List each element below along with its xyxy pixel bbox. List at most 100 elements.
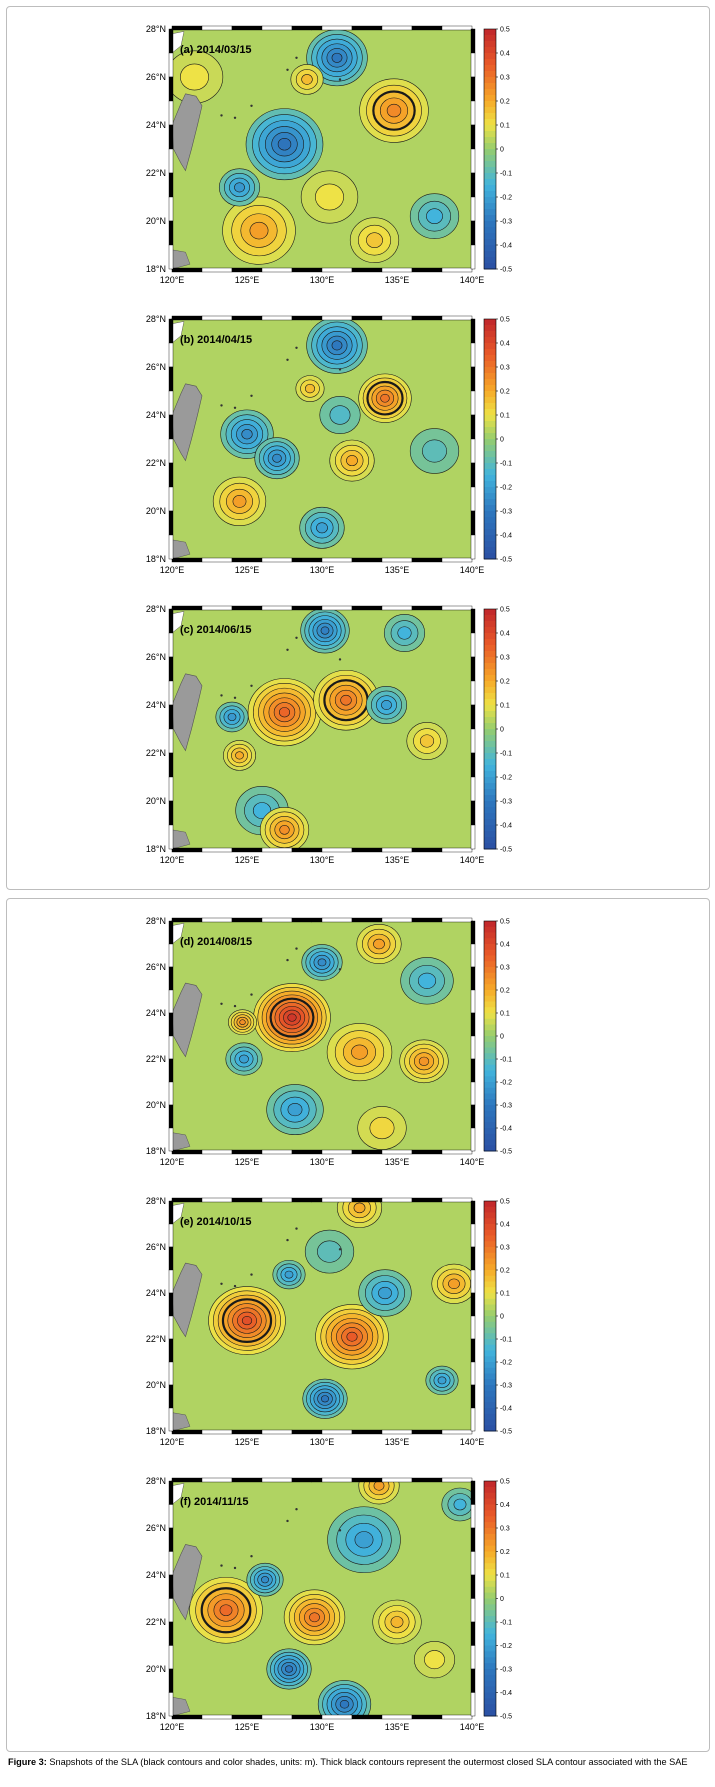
- sla-anomaly: [189, 1576, 263, 1644]
- lat-tick-label: 26°N: [146, 362, 166, 372]
- lat-tick-label: 22°N: [146, 458, 166, 468]
- panel-label: (b) 2014/04/15: [180, 334, 252, 346]
- colorbar-tick-label: 0.1: [500, 1573, 510, 1580]
- lon-tick-label: 140°E: [460, 1157, 485, 1167]
- colorbar: 0.5 0.4 0.3 0.2 0.1 0 -0.1 -0.2 -0.3 -0.4 -0.5: [483, 919, 512, 1156]
- colorbar-tick-label: -0.2: [500, 1643, 512, 1650]
- lon-tick-label: 120°E: [160, 1157, 185, 1167]
- sla-anomaly: [326, 1023, 393, 1082]
- caption-text: Snapshots of the SLA (black contours and…: [46, 1757, 688, 1767]
- colorbar-tick-label: -0.2: [500, 775, 512, 782]
- map-panel-c: (c) 2014/06/15 28°N 26°N 24°N 22°N 20°N 18°N 12…: [7, 587, 709, 877]
- colorbar: 0.5 0.4 0.3 0.2 0.1 0 -0.1 -0.2 -0.3 -0.4 -0.5: [483, 1199, 512, 1436]
- lat-tick-label: 26°N: [146, 1523, 166, 1533]
- colorbar-tick-label: 0: [500, 1596, 504, 1603]
- colorbar-tick-label: -0.1: [500, 1057, 512, 1064]
- colorbar-tick-label: -0.2: [500, 485, 512, 492]
- sla-anomaly: [246, 1562, 284, 1597]
- colorbar-tick-label: -0.5: [500, 557, 512, 564]
- lat-tick-label: 28°N: [146, 314, 166, 324]
- colorbar-tick-label: 0.5: [500, 919, 510, 926]
- colorbar-tick-label: -0.4: [500, 533, 512, 540]
- sla-anomaly: [223, 740, 257, 771]
- lat-tick-label: 20°N: [146, 1380, 166, 1390]
- colorbar-tick-label: -0.2: [500, 195, 512, 202]
- lat-tick-label: 22°N: [146, 1054, 166, 1064]
- sla-anomaly: [304, 1229, 355, 1274]
- lon-tick-label: 140°E: [460, 1437, 485, 1447]
- sla-anomaly: [349, 217, 400, 263]
- lat-tick-label: 24°N: [146, 1570, 166, 1580]
- sla-anomaly: [228, 1009, 257, 1036]
- colorbar-tick-label: -0.4: [500, 823, 512, 830]
- sla-anomaly: [400, 957, 454, 1005]
- colorbar-tick-label: 0: [500, 437, 504, 444]
- lat-tick-label: 28°N: [146, 604, 166, 614]
- lon-tick-label: 140°E: [460, 1722, 485, 1732]
- sla-anomaly: [259, 807, 310, 849]
- sla-anomaly: [409, 193, 460, 239]
- sla-anomaly: [245, 108, 324, 181]
- lon-tick-label: 120°E: [160, 275, 185, 285]
- colorbar-tick-label: -0.1: [500, 461, 512, 468]
- sla-anomaly: [413, 1640, 456, 1679]
- lon-tick-label: 125°E: [235, 565, 260, 575]
- sla-anomaly: [365, 685, 408, 725]
- taiwan-landmass: [171, 607, 342, 850]
- lon-tick-label: 130°E: [310, 565, 335, 575]
- sla-map-svg: (d) 2014/08/1528°N26°N24°N22°N20°N18°N12…: [146, 916, 512, 1167]
- map-panel-e: (e) 2014/10/15 28°N 26°N 24°N 22°N 20°N 18°N 12…: [7, 1179, 709, 1459]
- lon-tick-label: 125°E: [235, 1437, 260, 1447]
- colorbar-tick-label: -0.3: [500, 1103, 512, 1110]
- sla-map-svg: (f) 2014/11/1528°N26°N24°N22°N20°N18°N12…: [146, 1476, 512, 1732]
- map-panel-d: (d) 2014/08/15 28°N 26°N 24°N 22°N 20°N 18°N 12…: [7, 899, 709, 1179]
- lon-tick-label: 125°E: [235, 1722, 260, 1732]
- lat-tick-label: 28°N: [146, 1196, 166, 1206]
- lat-tick-label: 18°N: [146, 1146, 166, 1156]
- lon-tick-label: 120°E: [160, 565, 185, 575]
- lon-tick-label: 135°E: [385, 1437, 410, 1447]
- sla-anomaly: [317, 1680, 372, 1716]
- lon-tick-label: 130°E: [310, 1157, 335, 1167]
- sla-anomaly: [441, 1487, 472, 1522]
- colorbar: 0.5 0.4 0.3 0.2 0.1 0 -0.1 -0.2 -0.3 -0.4 -0.5: [483, 1479, 512, 1721]
- sla-anomaly: [329, 439, 375, 482]
- lon-tick-label: 135°E: [385, 1157, 410, 1167]
- lat-tick-label: 20°N: [146, 506, 166, 516]
- colorbar-tick-label: 0.5: [500, 27, 510, 34]
- lat-tick-label: 24°N: [146, 1288, 166, 1298]
- colorbar-tick-label: 0.3: [500, 75, 510, 82]
- lat-tick-label: 18°N: [146, 844, 166, 854]
- lon-tick-label: 135°E: [385, 275, 410, 285]
- colorbar-tick-label: -0.4: [500, 1126, 512, 1133]
- colorbar-tick-label: -0.2: [500, 1080, 512, 1087]
- sla-anomaly: [358, 373, 412, 423]
- panel-label: (d) 2014/08/15: [180, 936, 252, 948]
- colorbar-tick-label: 0.3: [500, 655, 510, 662]
- lon-tick-label: 140°E: [460, 565, 485, 575]
- sla-anomaly: [327, 1506, 401, 1574]
- sla-anomaly: [295, 375, 325, 403]
- figure-caption: Figure 3: Snapshots of the SLA (black co…: [8, 1757, 708, 1767]
- lon-tick-label: 135°E: [385, 565, 410, 575]
- sla-map-svg: (b) 2014/04/1528°N26°N24°N22°N20°N18°N12…: [146, 314, 512, 575]
- lon-tick-label: 130°E: [310, 855, 335, 865]
- colorbar-tick-label: -0.3: [500, 1667, 512, 1674]
- lat-tick-label: 24°N: [146, 410, 166, 420]
- colorbar-tick-label: -0.5: [500, 1149, 512, 1156]
- lon-tick-label: 135°E: [385, 855, 410, 865]
- colorbar-tick-label: -0.3: [500, 799, 512, 806]
- colorbar-tick-label: -0.1: [500, 751, 512, 758]
- map-panel-f: (f) 2014/11/15 28°N 26°N 24°N 22°N 20°N 18°N 12…: [7, 1459, 709, 1744]
- colorbar-tick-label: 0: [500, 147, 504, 154]
- colorbar-tick-label: -0.1: [500, 1620, 512, 1627]
- colorbar-tick-label: 0.4: [500, 51, 510, 58]
- sla-anomaly: [225, 1042, 263, 1076]
- panel-label: (f) 2014/11/15: [180, 1496, 249, 1508]
- lat-tick-label: 28°N: [146, 1476, 166, 1486]
- sla-anomaly: [283, 1589, 346, 1646]
- colorbar-tick-label: 0.4: [500, 1502, 510, 1509]
- sla-anomaly: [222, 196, 296, 265]
- lat-tick-label: 26°N: [146, 652, 166, 662]
- colorbar-tick-label: 0.2: [500, 1268, 510, 1275]
